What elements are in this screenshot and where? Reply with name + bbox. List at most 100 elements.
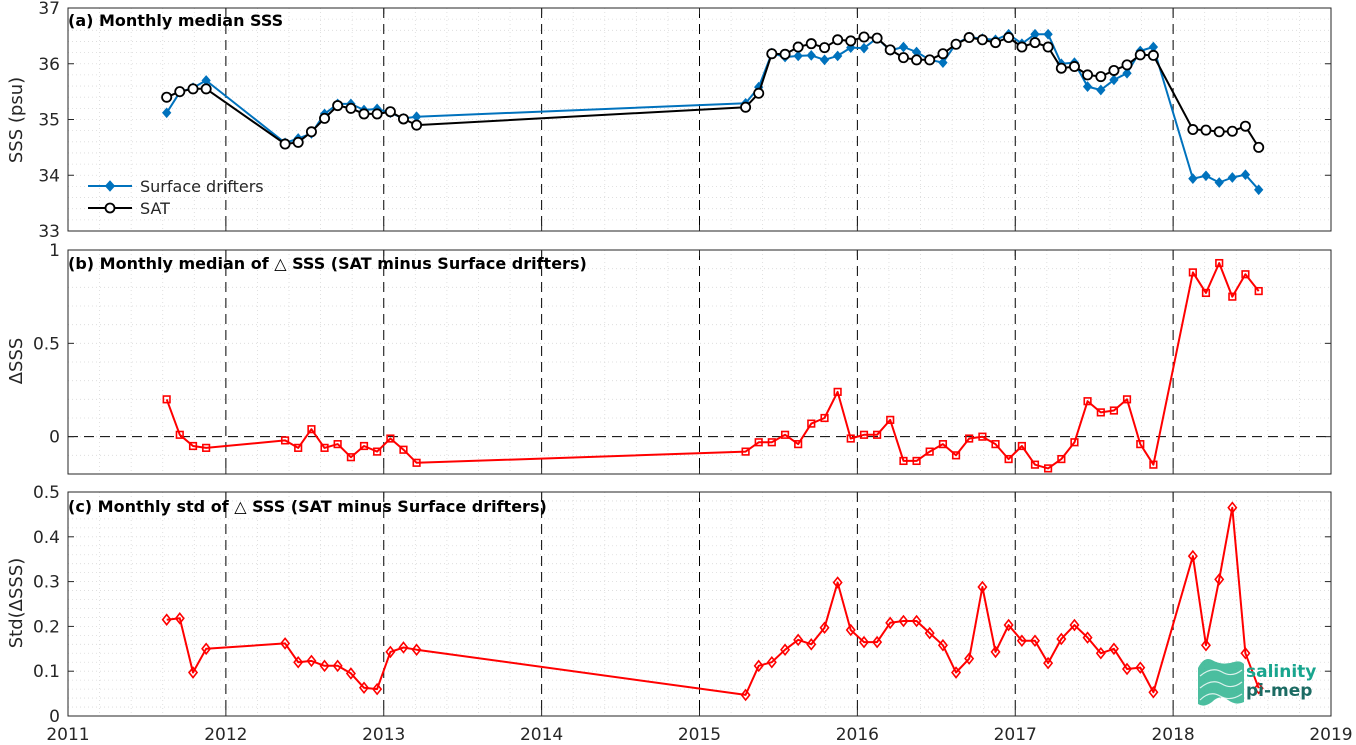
data-point (333, 440, 342, 449)
data-point (411, 643, 422, 656)
data-point (741, 447, 750, 456)
data-point (766, 655, 777, 669)
x-tick-label: 2014 (520, 725, 563, 745)
data-point (899, 456, 908, 466)
data-point (293, 655, 304, 669)
data-point (1095, 71, 1107, 83)
data-point (1029, 37, 1041, 49)
data-point (294, 443, 303, 452)
y-tick-label: 0 (49, 428, 60, 448)
data-point (820, 413, 829, 423)
panel-a-series (161, 28, 1265, 196)
data-point (1004, 454, 1013, 464)
data-point (1148, 685, 1159, 699)
panel-a-year-lines (225, 8, 1174, 231)
y-tick-label: 35 (38, 111, 60, 131)
x-tick-label: 2017 (994, 725, 1037, 745)
panel-a-title: (a) Monthly median SSS (68, 11, 283, 30)
data-point (925, 447, 934, 456)
data-point (990, 37, 1002, 49)
data-point (740, 101, 752, 113)
data-point (1187, 549, 1198, 563)
data-point (1108, 642, 1119, 656)
panel-b-y-ticks: 00.51 (33, 241, 1332, 474)
panel-c-y-axis-label: Std(ΔSSS) (6, 558, 27, 649)
data-point (1188, 173, 1198, 184)
panel-b-year-lines (225, 250, 1174, 474)
panel-a-monthly-median-sss: 33 34 35 36 37 (a) Monthly median SSS SSS (p… (6, 0, 1332, 242)
panel-a-y-ticks: 33 34 35 36 37 (38, 0, 1332, 242)
data-point (885, 616, 896, 630)
y-tick-label: 0.5 (33, 483, 60, 503)
data-point (963, 32, 975, 44)
data-point (832, 576, 843, 589)
data-point (859, 42, 869, 54)
data-point (1149, 460, 1158, 469)
data-point (319, 659, 330, 673)
data-point (174, 612, 185, 625)
y-tick-label: 33 (38, 222, 60, 242)
data-point (1213, 126, 1225, 138)
x-tick-label: 2015 (678, 725, 721, 745)
data-point (201, 642, 212, 656)
data-point (372, 682, 383, 696)
data-point (964, 652, 975, 665)
data-point (794, 440, 803, 449)
data-point (832, 34, 844, 46)
panel-b-y-axis-label: ΔSSS (6, 338, 27, 385)
data-point (1135, 661, 1146, 674)
data-point (1214, 177, 1224, 188)
y-tick-label: 0.3 (33, 573, 60, 593)
logo-text-pi-mep: pi-mep (1246, 681, 1312, 701)
data-point (1068, 61, 1080, 73)
data-point (1201, 170, 1211, 182)
data-point (1227, 172, 1237, 183)
panel-a-y-axis-label: SSS (psu) (6, 77, 27, 163)
data-point (1016, 41, 1028, 53)
data-point (898, 614, 909, 628)
data-point (162, 395, 171, 404)
data-point (859, 430, 869, 439)
data-point (965, 434, 974, 443)
data-point (937, 638, 948, 652)
data-point (1082, 631, 1093, 644)
data-point (1122, 395, 1132, 404)
series-line-1-0 (165, 262, 1260, 470)
x-tick-label: 2018 (1151, 725, 1194, 745)
data-point (937, 48, 949, 60)
x-tick-label: 2019 (1309, 725, 1352, 745)
data-point (845, 623, 856, 637)
data-point (1070, 438, 1079, 447)
series-line-2-0 (166, 506, 1260, 696)
data-point (1240, 646, 1251, 660)
data-point (373, 447, 382, 456)
data-point (1254, 286, 1263, 296)
data-point (819, 621, 830, 635)
x-tick-label: 2012 (204, 725, 247, 745)
data-point (1108, 64, 1120, 76)
data-point (1030, 460, 1040, 469)
data-point (740, 688, 751, 702)
data-point (1096, 408, 1105, 417)
y-tick-label: 0.2 (33, 617, 60, 637)
data-point (174, 86, 186, 98)
data-point (912, 456, 921, 466)
data-point (1109, 74, 1119, 86)
data-point (280, 637, 291, 650)
data-point (161, 91, 173, 103)
data-point (1215, 258, 1224, 268)
data-point (977, 580, 988, 594)
data-point (1240, 169, 1251, 181)
panel-c-y-ticks: 0 0.1 0.2 0.3 0.4 0.5 (33, 483, 1331, 727)
data-point (332, 659, 343, 673)
data-point (397, 113, 409, 125)
data-point (1121, 59, 1133, 71)
y-tick-label: 34 (38, 166, 60, 186)
data-point (846, 434, 855, 443)
y-tick-label: 1 (49, 241, 60, 261)
data-point (991, 440, 1000, 449)
data-point (1241, 270, 1250, 279)
data-point (951, 451, 961, 460)
data-point (1082, 81, 1093, 92)
data-point (976, 34, 988, 46)
